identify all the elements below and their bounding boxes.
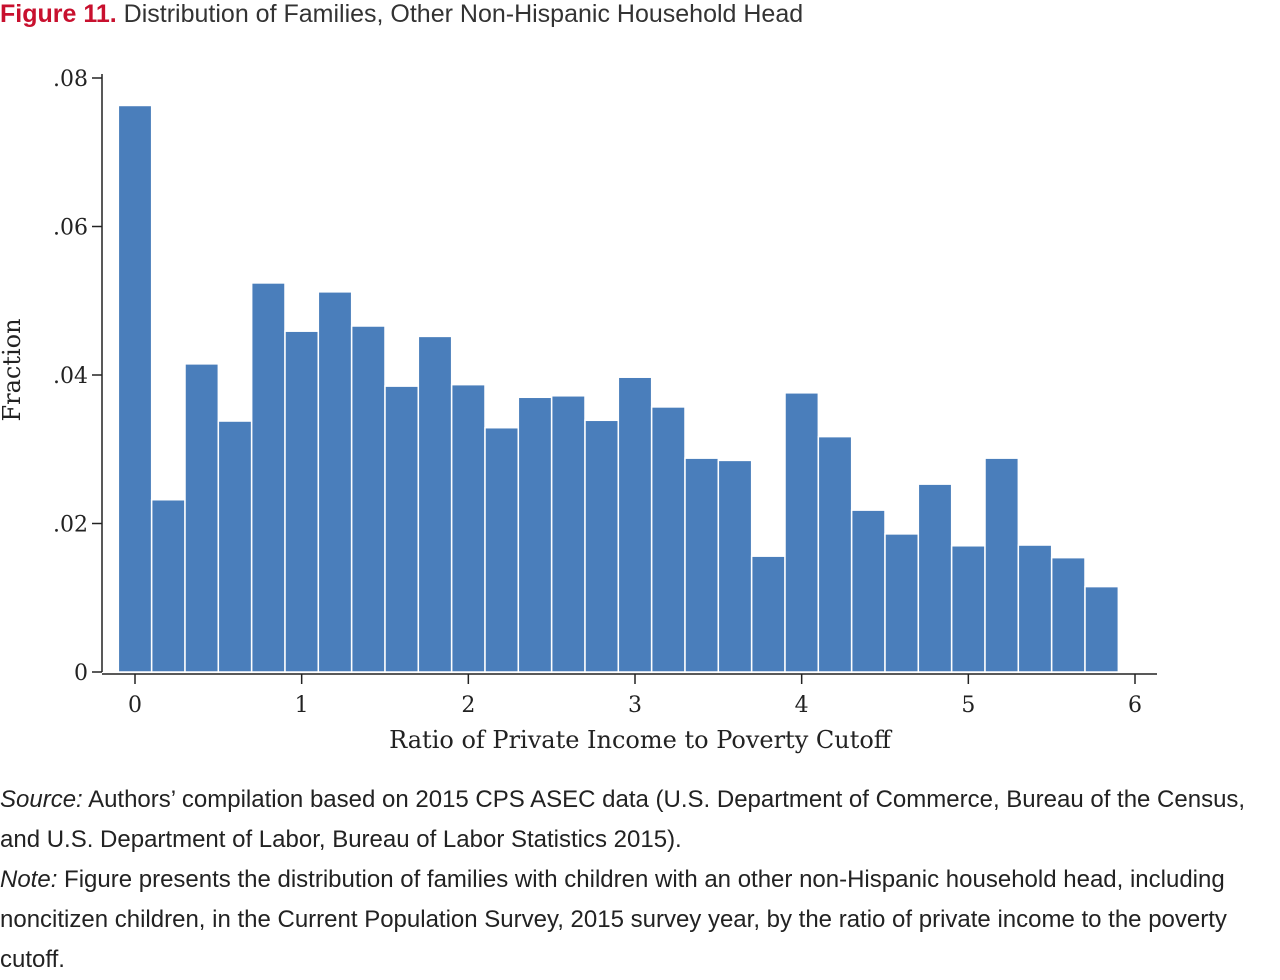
figure-label: Figure 11. <box>0 0 117 28</box>
x-axis-label: Ratio of Private Income to Poverty Cutof… <box>389 726 893 754</box>
figure-note: Note: Figure presents the distribution o… <box>0 860 1280 980</box>
x-tick-label: 5 <box>961 693 975 718</box>
y-ticks-group: 0 .02 .04 .06 .08 <box>53 67 102 686</box>
histogram-bar <box>117 104 153 673</box>
histogram-bar <box>984 457 1020 673</box>
x-ticks-group: 0 1 2 3 4 5 6 <box>128 674 1142 718</box>
x-tick-label: 1 <box>295 693 309 718</box>
y-axis-label: Fraction <box>0 318 26 421</box>
histogram-bar <box>150 498 186 673</box>
y-tick-label: .06 <box>53 216 88 241</box>
histogram-bar <box>684 457 720 673</box>
figure-name: Distribution of Families, Other Non-Hisp… <box>123 0 804 28</box>
note-label: Note: <box>0 866 58 893</box>
y-tick-label: .04 <box>53 364 88 389</box>
bars-group <box>117 104 1120 673</box>
histogram-bar <box>484 426 520 673</box>
x-tick-label: 2 <box>461 693 475 718</box>
y-tick-label: 0 <box>74 661 88 686</box>
y-tick-label: .02 <box>53 513 88 538</box>
x-tick-label: 4 <box>795 693 809 718</box>
y-tick-label: .08 <box>53 67 88 92</box>
source-note: Source: Authors’ compilation based on 20… <box>0 780 1280 860</box>
source-label: Source: <box>0 786 83 813</box>
histogram-bar <box>650 406 686 673</box>
histogram-bar <box>517 396 553 673</box>
histogram-bar <box>1017 544 1053 673</box>
figure-title: Figure 11. Distribution of Families, Oth… <box>0 0 803 28</box>
histogram-bar <box>417 335 453 673</box>
histogram-bar <box>917 483 953 673</box>
histogram-bar <box>717 459 753 673</box>
histogram-bar <box>584 419 620 673</box>
histogram-bar <box>217 420 253 673</box>
histogram-bar <box>284 330 320 673</box>
note-text: Figure presents the distribution of fami… <box>0 866 1227 973</box>
histogram-bar <box>784 392 820 673</box>
histogram-bar <box>384 385 420 673</box>
histogram-bar <box>184 363 220 673</box>
histogram-bar <box>1084 585 1120 673</box>
source-text: Authors’ compilation based on 2015 CPS A… <box>0 786 1246 853</box>
x-tick-label: 3 <box>628 693 642 718</box>
histogram-bar <box>450 383 486 673</box>
x-tick-label: 6 <box>1128 693 1142 718</box>
histogram-bar <box>617 376 653 673</box>
histogram-chart: 0 .02 .04 .06 .08 0 1 2 3 4 5 6 Fraction Ratio of … <box>0 67 1157 754</box>
histogram-bar <box>317 291 353 673</box>
histogram-bar <box>817 435 853 673</box>
figure-notes: Source: Authors’ compilation based on 20… <box>0 780 1280 980</box>
histogram-bar <box>1050 556 1086 673</box>
x-tick-label: 0 <box>128 693 142 718</box>
histogram-bar <box>950 545 986 673</box>
histogram-bar <box>750 555 786 673</box>
histogram-bar <box>884 533 920 673</box>
histogram-bar <box>550 395 586 673</box>
histogram-bar <box>850 509 886 673</box>
histogram-bar <box>350 325 386 673</box>
histogram-bar <box>250 282 286 673</box>
